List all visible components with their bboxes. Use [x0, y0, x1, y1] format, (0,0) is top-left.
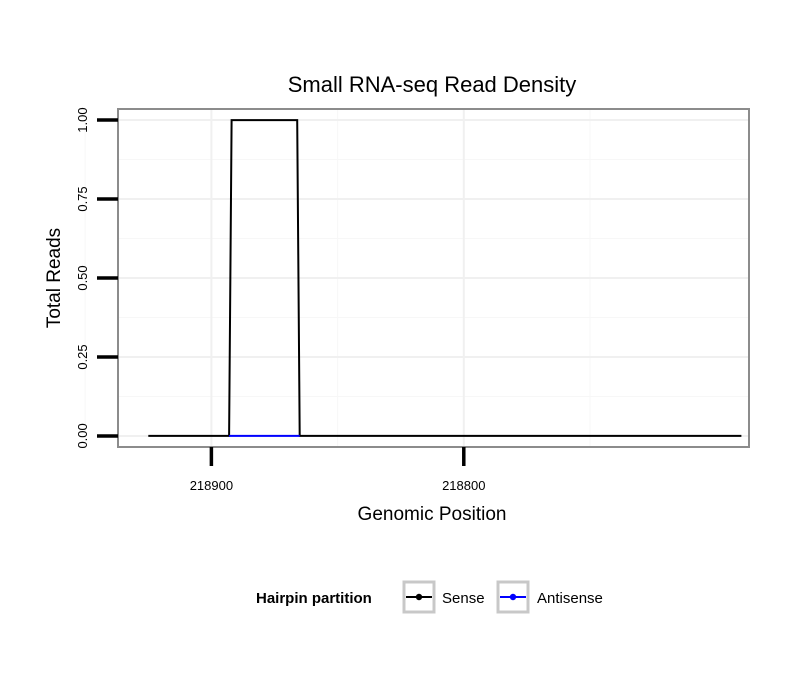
y-tick-label: 0.50	[75, 265, 90, 290]
y-tick-label: 0.75	[75, 186, 90, 211]
grid-lines	[84, 109, 749, 447]
legend-title: Hairpin partition	[256, 590, 372, 607]
legend-label-antisense: Antisense	[537, 590, 603, 607]
series-line-sense	[148, 119, 742, 437]
legend: Hairpin partition Sense Antisense	[256, 580, 603, 614]
y-tick-label: 1.00	[75, 107, 90, 132]
chart-title: Small RNA-seq Read Density	[288, 72, 577, 97]
legend-entry-sense: Sense	[402, 580, 485, 614]
y-axis-title: Total Reads	[44, 228, 65, 328]
x-axis: 218900 218800	[190, 447, 485, 493]
legend-key-antisense-point	[509, 593, 517, 601]
legend-key-sense-point	[415, 593, 423, 601]
x-axis-title: Genomic Position	[358, 504, 507, 525]
series-lines	[148, 119, 742, 437]
y-tick-label: 0.00	[75, 423, 90, 448]
x-tick-label: 218800	[442, 478, 485, 493]
y-axis: 0.00 0.25 0.50 0.75 1.00	[75, 107, 118, 449]
legend-label-sense: Sense	[442, 590, 485, 607]
y-tick-label: 0.25	[75, 344, 90, 369]
x-tick-label: 218900	[190, 478, 233, 493]
legend-entry-antisense: Antisense	[496, 580, 603, 614]
